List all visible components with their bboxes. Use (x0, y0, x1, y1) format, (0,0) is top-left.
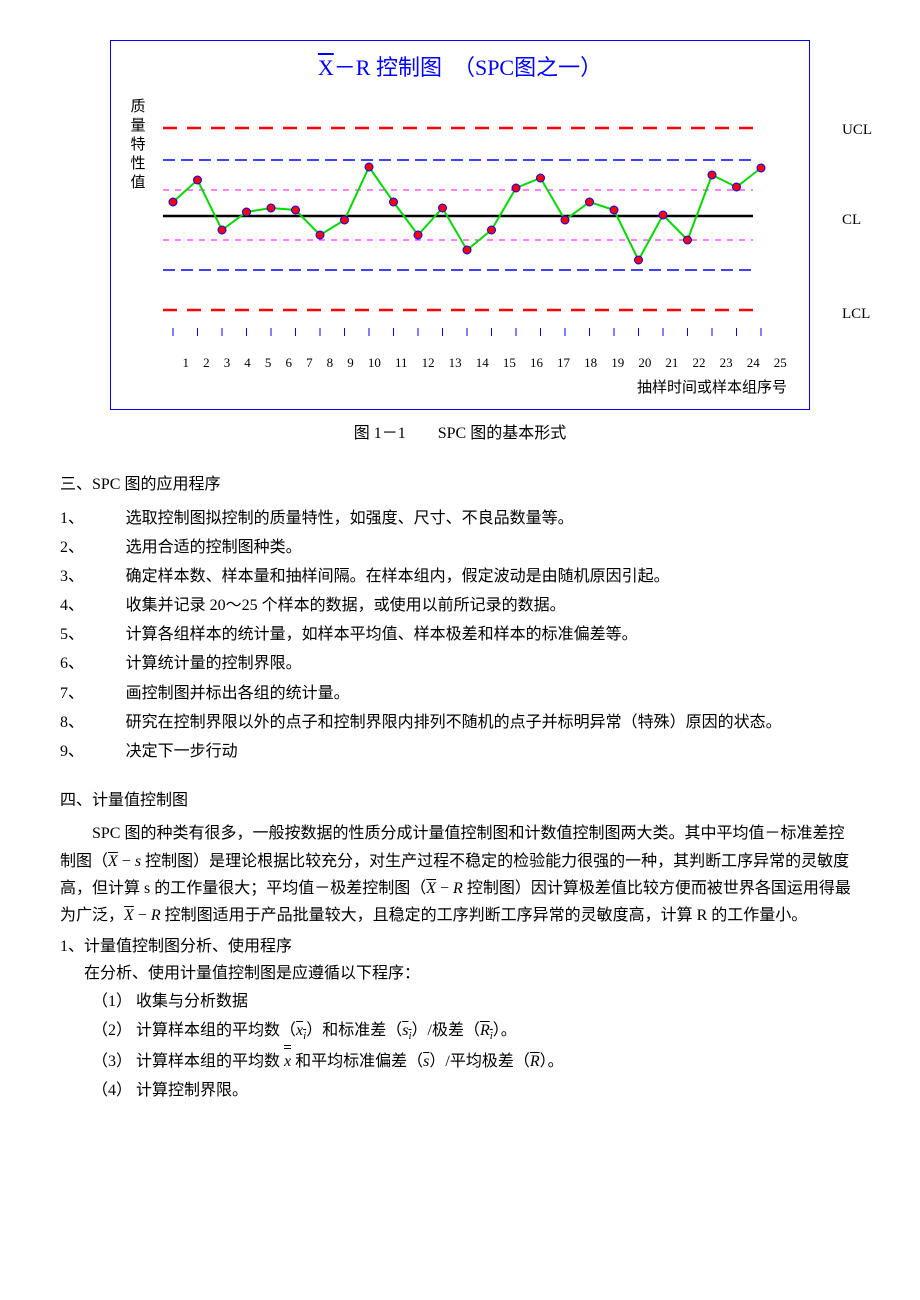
control-chart: X－R 控制图 （SPC图之一） 质量特性值 (110, 40, 810, 410)
x-tick: 6 (285, 352, 292, 374)
list-text: 研究在控制界限以外的点子和控制界限内排列不随机的点子并标明异常（特殊）原因的状态… (126, 714, 782, 731)
x-tick: 4 (244, 352, 251, 374)
list-num: 8、 (100, 709, 126, 736)
list-text: 计算统计量的控制界限。 (126, 655, 302, 672)
x-tick: 8 (327, 352, 334, 374)
list-item: 2、选用合适的控制图种类。 (100, 534, 860, 561)
xbar-symbol: X (426, 880, 436, 897)
list-num: 9、 (100, 738, 126, 765)
sub-text: （3） 计算样本组的平均数 (92, 1053, 284, 1070)
x-tick: 20 (638, 352, 651, 374)
x-tick: 7 (306, 352, 313, 374)
lcl-label: LCL (842, 302, 870, 328)
sub-text: ）和标准差（ (306, 1022, 402, 1039)
x-tick: 2 (203, 352, 210, 374)
section3-heading: 三、SPC 图的应用程序 (60, 471, 860, 498)
xi-bar-symbol: xi (296, 1022, 306, 1039)
list-item: 4、收集并记录 20～25 个样本的数据，或使用以前所记录的数据。 (100, 592, 860, 619)
x-tick: 22 (693, 352, 706, 374)
x-tick: 18 (584, 352, 597, 374)
r-bar-symbol: R (530, 1053, 540, 1070)
sub-text: ）/极差（ (412, 1022, 480, 1039)
x-tick: 17 (557, 352, 570, 374)
chart-svg (153, 90, 773, 340)
x-tick: 5 (265, 352, 272, 374)
list-num: 5、 (100, 621, 126, 648)
ucl-label: UCL (842, 118, 872, 144)
cl-label: CL (842, 208, 861, 234)
figure-caption: 图 1－1 SPC 图的基本形式 (60, 420, 860, 447)
sub-text: 和平均标准偏差（ (291, 1053, 423, 1070)
x-tick: 16 (530, 352, 543, 374)
x-tick: 13 (449, 352, 462, 374)
data-markers (169, 163, 765, 264)
list-num: 4、 (100, 592, 126, 619)
chart-body: 质量特性值 (123, 90, 797, 401)
section4-sub-heading: 1、计量值控制图分析、使用程序 (60, 933, 860, 960)
x-ticks (173, 328, 761, 336)
xbar-symbol: X (124, 907, 134, 924)
chart-title: X－R 控制图 （SPC图之一） (123, 49, 797, 86)
sub-text: （2） 计算样本组的平均数（ (92, 1022, 296, 1039)
xbar-symbol: X (108, 853, 118, 870)
si-bar-symbol: si (402, 1022, 411, 1039)
x-tick: 1 (183, 352, 190, 374)
chart-plot-area: UCL CL LCL 1 2 3 4 5 6 7 8 9 10 11 12 13… (153, 90, 798, 401)
x-tick: 19 (611, 352, 624, 374)
list-num: 1、 (100, 505, 126, 532)
list-item: 8、研究在控制界限以外的点子和控制界限内排列不随机的点子并标明异常（特殊）原因的… (100, 709, 860, 736)
r-symbol: R (453, 880, 463, 897)
list-item: 5、计算各组样本的统计量，如样本平均值、样本极差和样本的标准偏差等。 (100, 621, 860, 648)
x-tick: 9 (347, 352, 354, 374)
list-item: 6、计算统计量的控制界限。 (100, 650, 860, 677)
section3-list: 1、选取控制图拟控制的质量特性，如强度、尺寸、不良品数量等。 2、选用合适的控制… (60, 505, 860, 766)
x-tick: 25 (774, 352, 787, 374)
list-text: 决定下一步行动 (126, 743, 238, 760)
list-text: 选用合适的控制图种类。 (126, 539, 302, 556)
sub-text: ）。 (493, 1022, 517, 1039)
x-tick: 24 (747, 352, 760, 374)
x-tick-labels: 1 2 3 4 5 6 7 8 9 10 11 12 13 14 15 16 1… (183, 352, 788, 374)
x-tick: 3 (224, 352, 231, 374)
list-item: 9、决定下一步行动 (100, 738, 860, 765)
x-tick: 23 (720, 352, 733, 374)
sub-text: ）/平均极差（ (429, 1053, 529, 1070)
x-double-bar-symbol: x (284, 1048, 291, 1075)
list-text: 画控制图并标出各组的统计量。 (126, 685, 350, 702)
list-num: 6、 (100, 650, 126, 677)
x-tick: 11 (395, 352, 408, 374)
section4-sub-list: （1） 收集与分析数据 （2） 计算样本组的平均数（xi）和标准差（si）/极差… (60, 988, 860, 1104)
sub-item: （3） 计算样本组的平均数 x 和平均标准偏差（s）/平均极差（R）。 (92, 1048, 860, 1075)
section4-para: SPC 图的种类有很多，一般按数据的性质分成计量值控制图和计数值控制图两大类。其… (60, 820, 860, 929)
sub-item: （2） 计算样本组的平均数（xi）和标准差（si）/极差（Ri）。 (92, 1017, 860, 1046)
list-text: 收集并记录 20～25 个样本的数据，或使用以前所记录的数据。 (126, 597, 566, 614)
list-text: 计算各组样本的统计量，如样本平均值、样本极差和样本的标准偏差等。 (126, 626, 638, 643)
x-tick: 12 (422, 352, 435, 374)
list-num: 2、 (100, 534, 126, 561)
r-symbol: R (151, 907, 161, 924)
list-text: 选取控制图拟控制的质量特性，如强度、尺寸、不良品数量等。 (126, 510, 574, 527)
list-num: 7、 (100, 680, 126, 707)
list-text: 确定样本数、样本量和抽样间隔。在样本组内，假定波动是由随机原因引起。 (126, 568, 670, 585)
x-tick: 14 (476, 352, 489, 374)
list-item: 3、确定样本数、样本量和抽样间隔。在样本组内，假定波动是由随机原因引起。 (100, 563, 860, 590)
list-item: 7、画控制图并标出各组的统计量。 (100, 680, 860, 707)
x-axis-label: 抽样时间或样本组序号 (153, 376, 788, 402)
x-tick: 21 (665, 352, 678, 374)
ri-bar-symbol: Ri (480, 1022, 493, 1039)
section4-heading: 四、计量值控制图 (60, 787, 860, 814)
section4-sub-intro: 在分析、使用计量值控制图是应遵循以下程序： (60, 960, 860, 987)
sub-item: （4） 计算控制界限。 (92, 1077, 860, 1104)
para-text: 控制图适用于产品批量较大，且稳定的工序判断工序异常的灵敏度高，计算 R 的工作量… (161, 907, 808, 924)
list-item: 1、选取控制图拟控制的质量特性，如强度、尺寸、不良品数量等。 (100, 505, 860, 532)
sub-text: ）。 (540, 1053, 564, 1070)
sub-item: （1） 收集与分析数据 (92, 988, 860, 1015)
y-axis-label: 质量特性值 (123, 90, 153, 193)
list-num: 3、 (100, 563, 126, 590)
x-tick: 15 (503, 352, 516, 374)
x-tick: 10 (368, 352, 381, 374)
